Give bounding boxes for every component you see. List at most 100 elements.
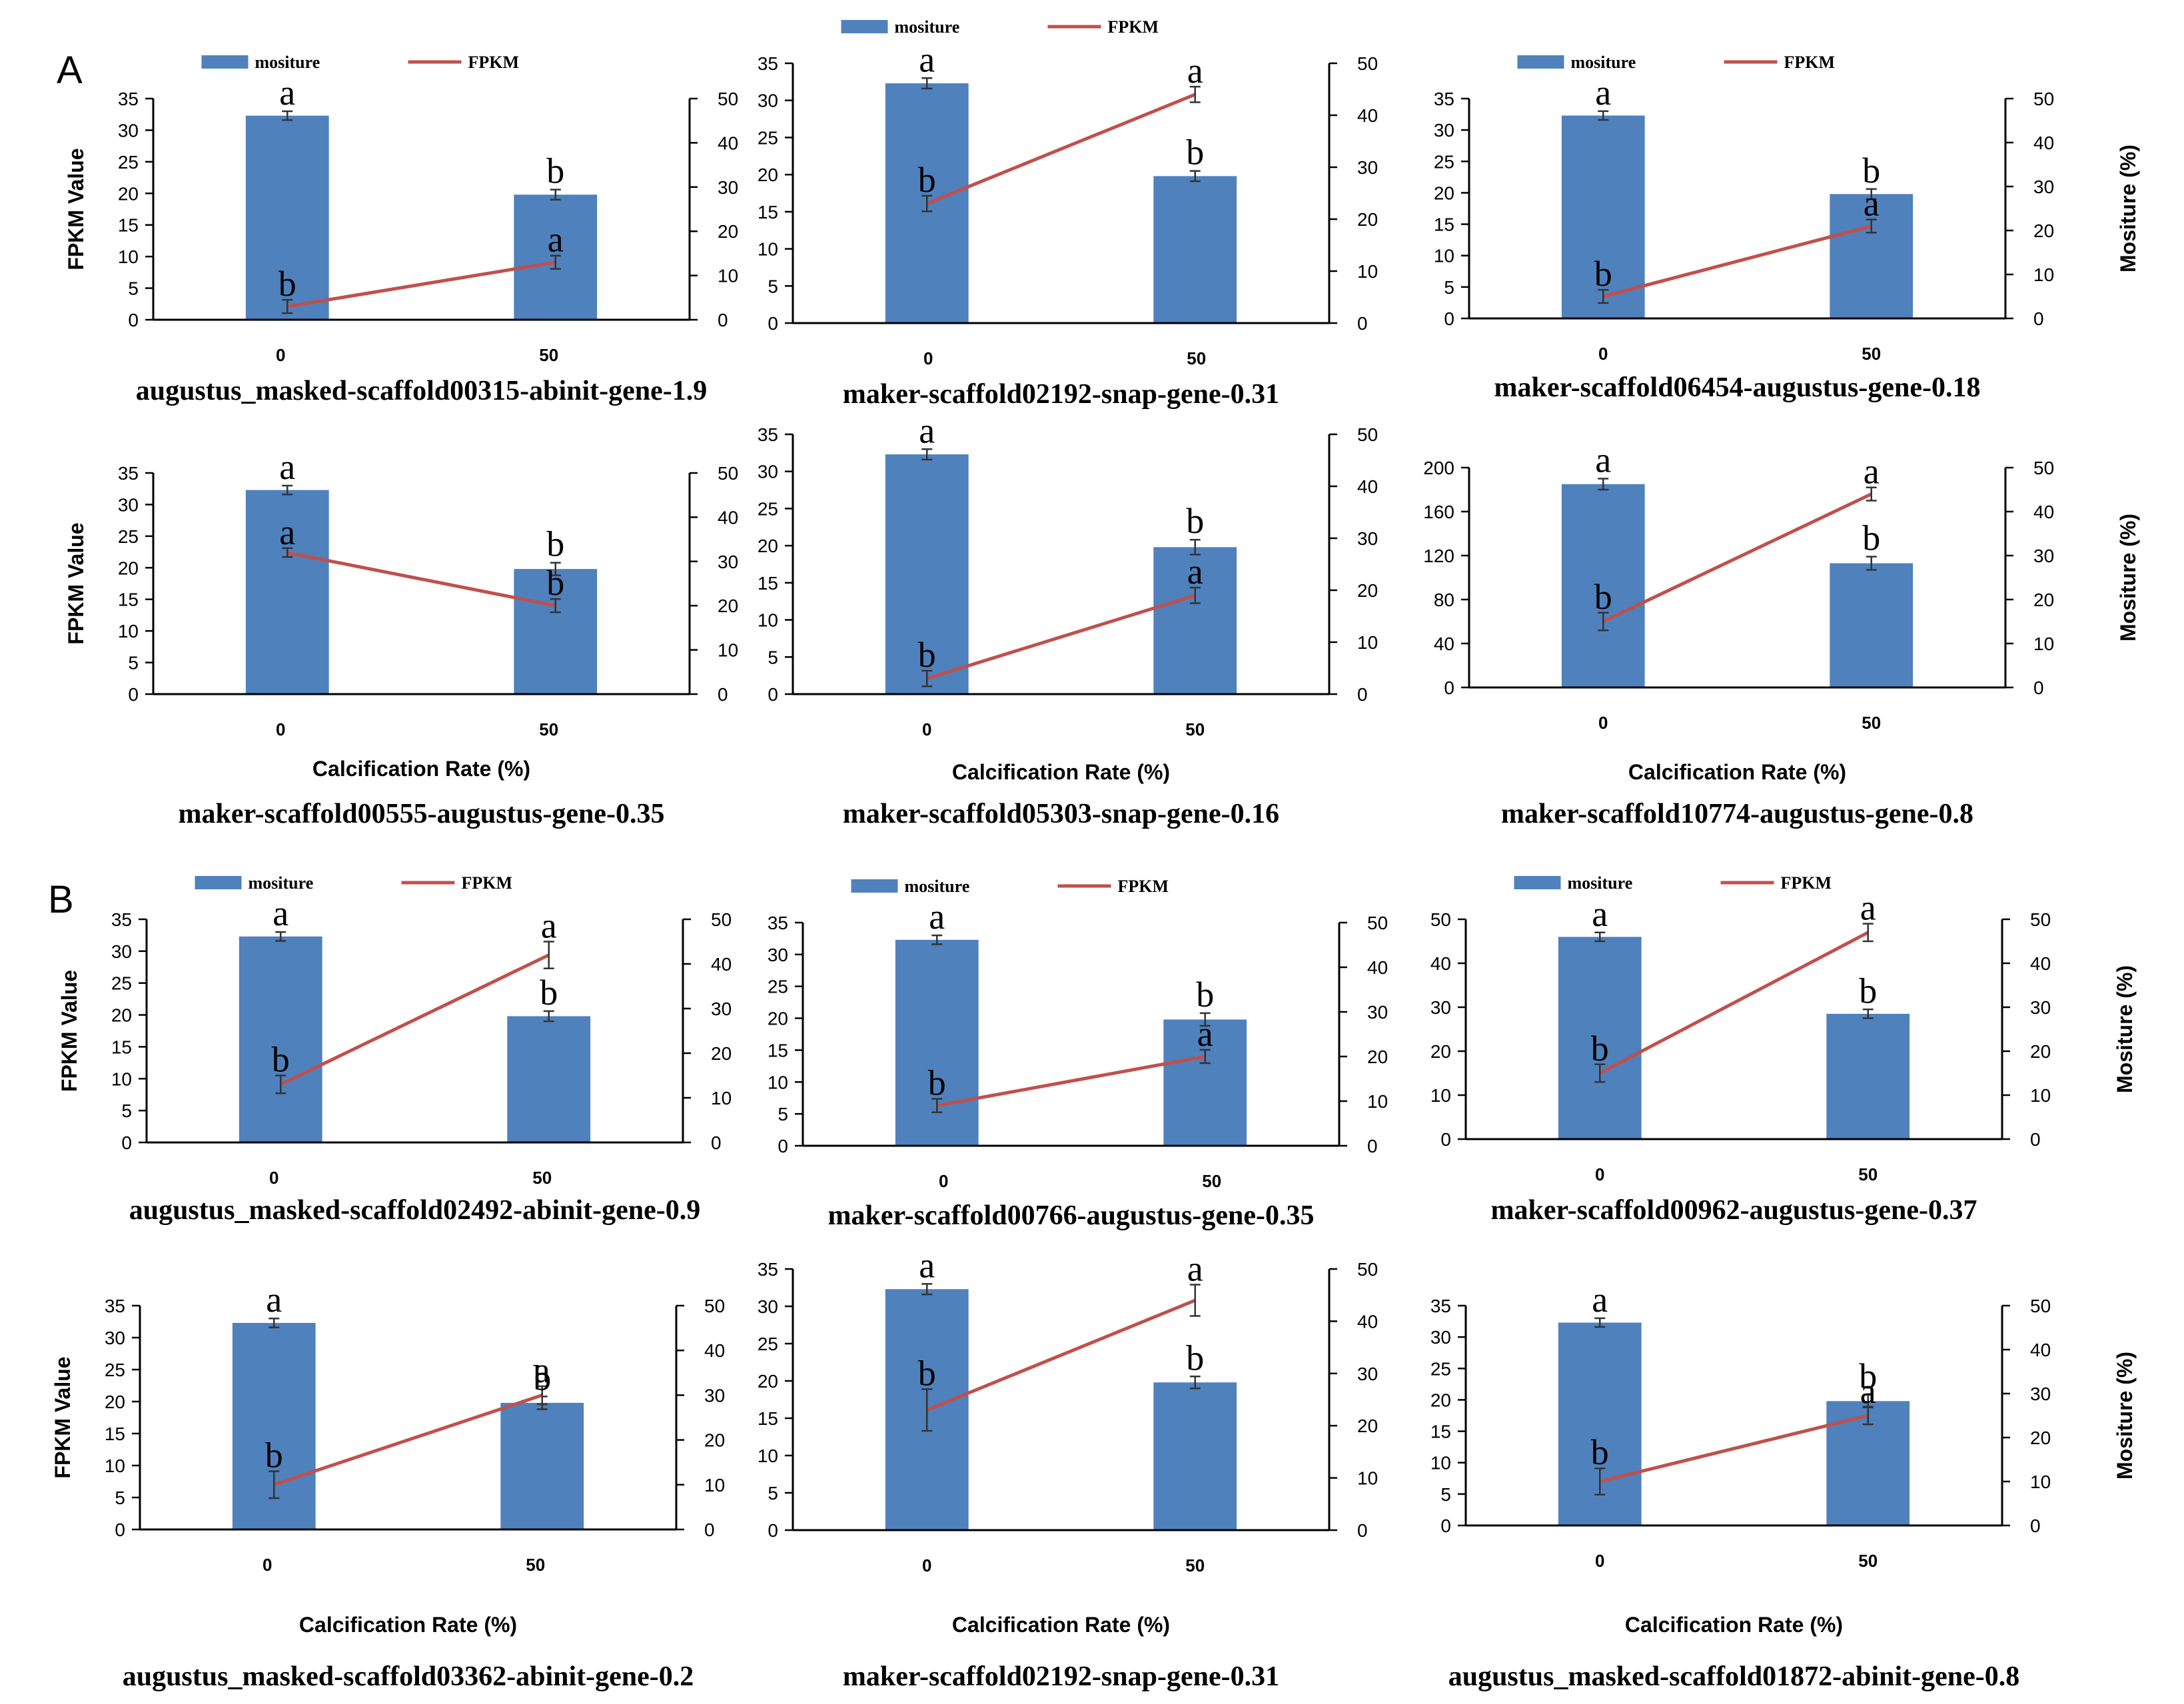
y-left-tick-label: 30 (111, 941, 132, 962)
x-tick-label: 0 (263, 1555, 272, 1575)
y-right-tick-label: 10 (2030, 1085, 2051, 1106)
y-right-tick-label: 50 (2033, 458, 2054, 478)
y-left-tick-label: 20 (105, 1392, 125, 1412)
y-right-tick-label: 50 (704, 1296, 725, 1316)
y-left-tick-label: 25 (758, 1334, 778, 1354)
bar-calcification-50 (1153, 547, 1237, 694)
y-right-tick-label: 20 (718, 596, 738, 616)
y-right-tick-label: 10 (2030, 1472, 2051, 1492)
y-right-tick-label: 50 (1357, 1259, 1378, 1280)
fpkm-line (1599, 1414, 1869, 1484)
x-tick-label: 50 (1187, 348, 1206, 368)
x-tick-label: 0 (1595, 1551, 1604, 1571)
y-left-tick-label: 25 (758, 127, 778, 148)
y-right-tick-label: 50 (2030, 909, 2051, 930)
y-right-tick-label: 10 (704, 1475, 725, 1495)
x-tick-label: 0 (1598, 713, 1608, 733)
line-significance-letter: b (546, 563, 564, 603)
y-left-tick-label: 10 (1434, 246, 1454, 266)
y-right-tick-label: 50 (718, 89, 738, 109)
y-right-tick-label: 30 (2030, 1384, 2051, 1404)
y-right-tick-label: 40 (1367, 957, 1388, 978)
bar-significance-letter: a (279, 447, 295, 487)
legend-bar-label: mositure (249, 873, 314, 893)
legend-bar-swatch (851, 879, 898, 893)
line-significance-letter: a (1187, 51, 1203, 91)
x-tick-label: 0 (922, 1555, 931, 1575)
chart-panel-4: 0 5 10 15 20 25 30 35 0 10 20 30 40 50 0 50 a b a b FPKM Val… (64, 447, 738, 829)
bar-significance-letter: a (919, 410, 935, 450)
bar-significance-letter: a (919, 1245, 935, 1285)
y-left-tick-label: 0 (768, 1520, 778, 1541)
y-left-tick-label: 15 (758, 573, 778, 594)
x-axis-title: Calcification Rate (%) (299, 1613, 517, 1637)
y-left-tick-label: 30 (105, 1328, 125, 1348)
legend-line-label: FPKM (1108, 17, 1159, 37)
y-right-tick-label: 20 (1367, 1047, 1388, 1067)
y-left-tick-label: 15 (111, 1037, 132, 1057)
y-left-tick-label: 25 (1430, 1358, 1451, 1379)
bar-calcification-0 (245, 490, 329, 694)
y-right-tick-label: 30 (2033, 177, 2054, 197)
bar-significance-letter: a (1595, 440, 1611, 480)
line-significance-letter: b (265, 1436, 283, 1476)
bar-significance-letter: a (1592, 894, 1608, 934)
y-left-tick-label: 15 (758, 202, 778, 222)
y-left-tick-label: 20 (1430, 1390, 1451, 1410)
line-significance-letter: b (1591, 1029, 1609, 1068)
x-axis-title: Calcification Rate (%) (1628, 760, 1846, 784)
line-significance-letter: b (1594, 577, 1612, 617)
y-left-tick-label: 35 (758, 53, 778, 74)
line-significance-letter: a (279, 512, 295, 552)
x-tick-label: 50 (1202, 1171, 1221, 1191)
section-label-a: A (57, 49, 83, 92)
y-left-tick-label: 30 (1430, 1327, 1451, 1348)
line-significance-letter: a (1187, 1249, 1203, 1289)
bar-significance-letter: a (1595, 73, 1611, 113)
y-right-tick-label: 10 (1357, 632, 1378, 653)
y-left-tick-label: 10 (758, 1446, 778, 1466)
fpkm-line (273, 1394, 543, 1487)
y-right-tick-label: 20 (1357, 580, 1378, 601)
x-axis-title: Calcification Rate (%) (312, 757, 530, 781)
y-right-tick-label: 30 (1367, 1002, 1388, 1023)
y-left-tick-label: 30 (758, 462, 778, 482)
panel-title: maker-scaffold06454-augustus-gene-0.18 (1494, 372, 1981, 403)
bar-significance-letter: b (1862, 518, 1880, 558)
y-right-tick-label: 0 (1357, 313, 1368, 334)
fpkm-line (1602, 492, 1872, 624)
legend-line-label: FPKM (1784, 53, 1836, 72)
panel-title: maker-scaffold00555-augustus-gene-0.35 (179, 799, 665, 829)
x-tick-label: 0 (922, 719, 931, 739)
y-left-tick-label: 5 (768, 1483, 778, 1503)
legend-bar-swatch (1514, 876, 1561, 889)
legend-line-label: FPKM (1781, 873, 1832, 893)
y-right-tick-label: 50 (718, 463, 738, 484)
legend-bar-label: mositure (895, 17, 960, 37)
legend-bar-label: mositure (1571, 53, 1636, 72)
panel-title: maker-scaffold02192-snap-gene-0.31 (843, 1661, 1279, 1692)
line-significance-letter: b (1591, 1432, 1609, 1472)
chart-panel-11: 0 5 10 15 20 25 30 35 0 10 20 30 40 50 0 50 a b b a Calcific… (758, 1245, 1378, 1692)
x-tick-label: 0 (1595, 1164, 1604, 1184)
fpkm-line (286, 260, 556, 308)
y-left-tick-label: 35 (1430, 1296, 1451, 1316)
y-left-tick-label: 120 (1423, 546, 1454, 566)
y-left-tick-label: 25 (768, 977, 788, 997)
y-left-tick-label: 20 (118, 183, 139, 204)
bar-calcification-50 (500, 1402, 584, 1529)
y-left-tick-label: 30 (118, 120, 139, 141)
y-left-tick-label: 15 (768, 1040, 788, 1061)
legend-line-label: FPKM (468, 53, 520, 72)
y-left-tick-label: 5 (115, 1488, 125, 1508)
y-left-tick-label: 0 (768, 313, 778, 334)
y-right-tick-label: 0 (2030, 1515, 2041, 1536)
y-right-tick-label: 10 (1357, 1468, 1378, 1489)
bar-calcification-50 (1826, 1013, 1910, 1139)
bar-calcification-50 (1153, 176, 1237, 323)
x-tick-label: 0 (1598, 344, 1608, 364)
x-tick-label: 0 (269, 1168, 278, 1188)
